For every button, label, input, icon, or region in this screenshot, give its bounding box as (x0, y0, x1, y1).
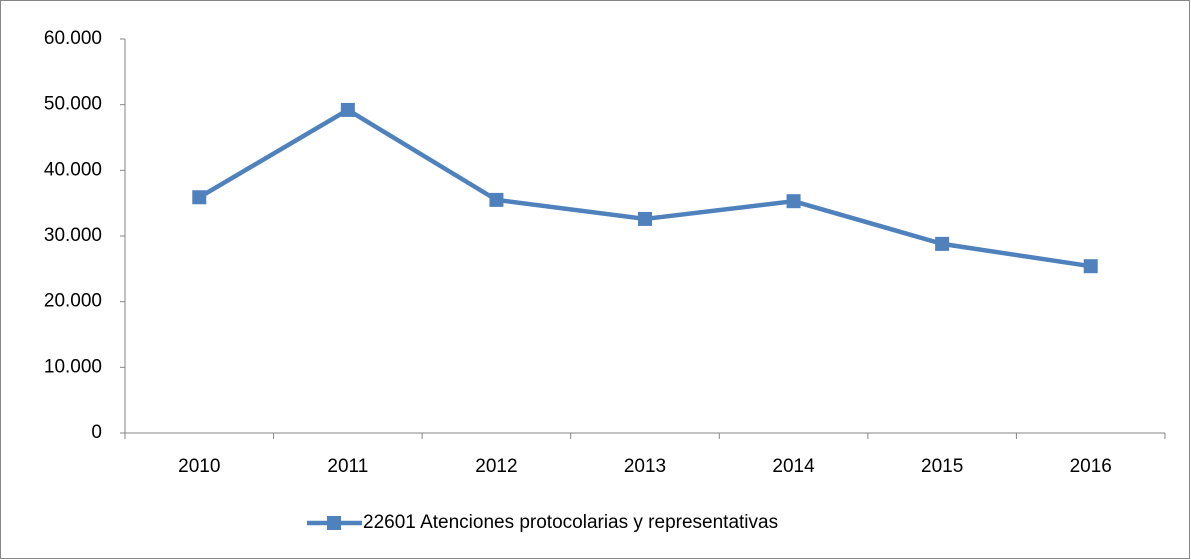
marker (935, 236, 950, 251)
marker (786, 194, 801, 209)
x-tick-label: 2015 (921, 456, 963, 477)
x-tick-label: 2014 (772, 456, 815, 477)
y-tick-label: 10.000 (44, 356, 102, 377)
legend-marker (327, 516, 341, 530)
y-tick-label: 60.000 (44, 28, 102, 49)
marker (638, 211, 652, 226)
y-tick-label: 30.000 (44, 225, 102, 246)
x-tick-label: 2010 (178, 456, 220, 477)
x-tick-label: 2011 (327, 456, 368, 477)
marker (489, 192, 504, 207)
x-tick-label: 2016 (1070, 456, 1112, 477)
x-tick-label: 2012 (475, 456, 517, 477)
y-tick-label: 20.000 (44, 291, 102, 312)
legend-label: 22601 Atenciones protocolarias y represe… (363, 512, 778, 533)
y-tick-label: 50.000 (44, 94, 102, 115)
y-tick-label: 0 (91, 422, 102, 443)
x-tick-label: 2013 (624, 456, 666, 477)
marker (1083, 259, 1098, 274)
marker (340, 102, 355, 117)
marker (192, 190, 207, 205)
y-tick-label: 40.000 (44, 159, 102, 180)
